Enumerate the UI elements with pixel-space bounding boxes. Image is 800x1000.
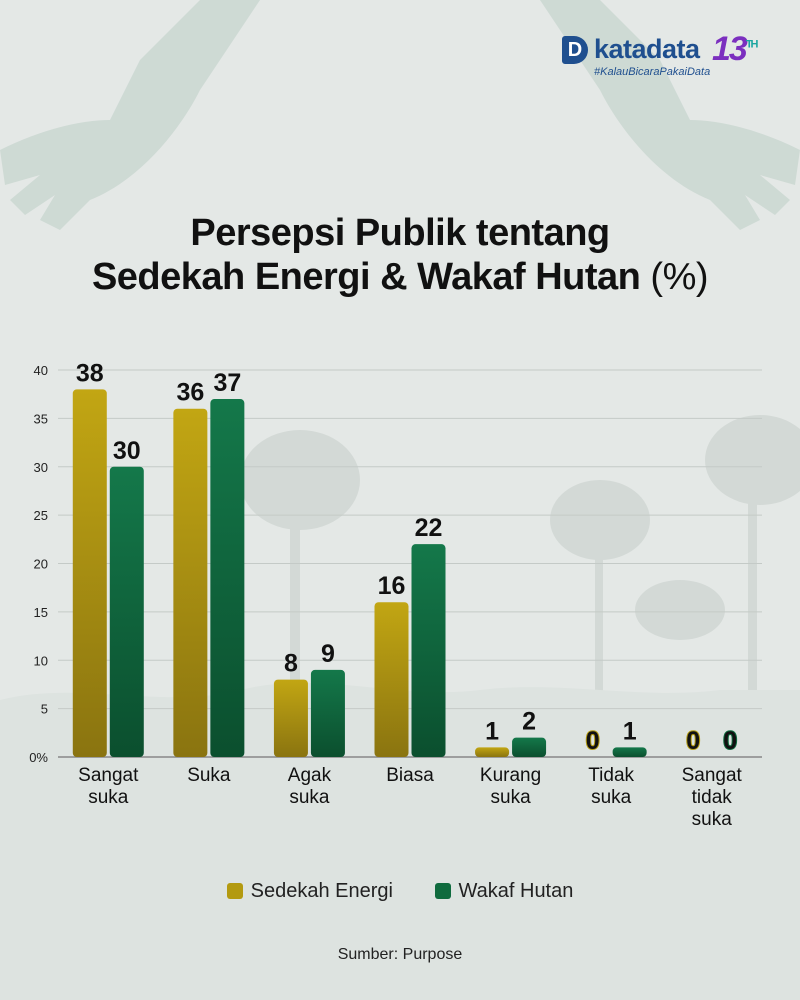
x-tick-label: Sangat bbox=[78, 765, 139, 786]
x-tick-label: Sangat bbox=[682, 765, 743, 786]
data-label: 9 bbox=[321, 640, 335, 668]
data-label: 0 bbox=[723, 727, 737, 755]
data-label: 38 bbox=[76, 359, 104, 387]
data-label: 16 bbox=[378, 572, 406, 600]
bar-sedekah bbox=[173, 408, 208, 757]
y-tick-label: 5 bbox=[41, 702, 48, 717]
x-tick-label: tidak bbox=[692, 787, 733, 808]
y-tick-label: 10 bbox=[34, 653, 48, 668]
y-tick-label: 25 bbox=[34, 508, 48, 523]
data-label: 36 bbox=[176, 379, 204, 407]
x-tick-label: Suka bbox=[187, 765, 231, 786]
x-tick-label: suka bbox=[591, 787, 632, 808]
y-tick-label: 0% bbox=[29, 750, 48, 765]
y-tick-label: 35 bbox=[34, 411, 48, 426]
chart-title-line1: Persepsi Publik tentang bbox=[190, 212, 610, 254]
legend-item-sedekah: Sedekah Energi bbox=[226, 880, 393, 903]
y-tick-label: 40 bbox=[34, 363, 48, 378]
x-tick-label: suka bbox=[88, 787, 129, 808]
logo-tagline: #KalauBicaraPakaiData bbox=[594, 66, 711, 78]
bar-wakaf bbox=[210, 399, 245, 757]
title-unit: (%) bbox=[650, 256, 709, 298]
x-tick-label: Biasa bbox=[386, 765, 434, 786]
legend-item-wakaf: Wakaf Hutan bbox=[434, 880, 573, 903]
x-tick-label: Tidak bbox=[588, 765, 634, 786]
data-label: 1 bbox=[623, 717, 637, 745]
data-label: 37 bbox=[213, 369, 241, 397]
anniversary-mark: 13TH bbox=[712, 30, 758, 68]
x-tick-label: suka bbox=[491, 787, 532, 808]
logo-letter: D bbox=[562, 36, 588, 64]
x-tick-label: suka bbox=[692, 809, 733, 830]
bar-wakaf bbox=[512, 737, 547, 757]
bar-sedekah bbox=[374, 602, 409, 757]
logo-wordmark: katadata bbox=[594, 34, 700, 64]
bar-sedekah bbox=[72, 389, 107, 757]
data-label: 0 bbox=[586, 727, 600, 755]
data-label: 0 bbox=[686, 727, 700, 755]
katadata-logo: D katadata 13TH #KalauBicaraPakaiData bbox=[562, 30, 772, 84]
bar-wakaf bbox=[109, 466, 144, 757]
y-tick-label: 20 bbox=[34, 557, 48, 572]
bar-sedekah bbox=[273, 679, 308, 757]
data-label: 1 bbox=[485, 717, 499, 745]
legend-swatch-wakaf bbox=[434, 883, 451, 899]
y-tick-label: 15 bbox=[34, 605, 48, 620]
data-label: 22 bbox=[415, 514, 443, 542]
bar-wakaf bbox=[612, 747, 647, 757]
source-note: Sumber: Purpose bbox=[337, 946, 463, 963]
x-tick-label: Agak bbox=[288, 765, 332, 786]
bar-sedekah bbox=[475, 747, 510, 757]
chart-legend: Sedekah Energi Wakaf Hutan bbox=[0, 880, 800, 903]
x-tick-label: suka bbox=[289, 787, 330, 808]
data-label: 8 bbox=[284, 650, 298, 678]
data-label: 2 bbox=[522, 708, 536, 736]
bar-wakaf bbox=[411, 544, 446, 757]
y-tick-label: 30 bbox=[34, 460, 48, 475]
data-label: 30 bbox=[113, 437, 141, 465]
legend-swatch-sedekah bbox=[226, 883, 243, 899]
bar-wakaf bbox=[310, 669, 345, 757]
chart-title-line2: Sedekah Energi & Wakaf Hutan (%) bbox=[91, 256, 709, 298]
x-tick-label: Kurang bbox=[480, 765, 541, 786]
